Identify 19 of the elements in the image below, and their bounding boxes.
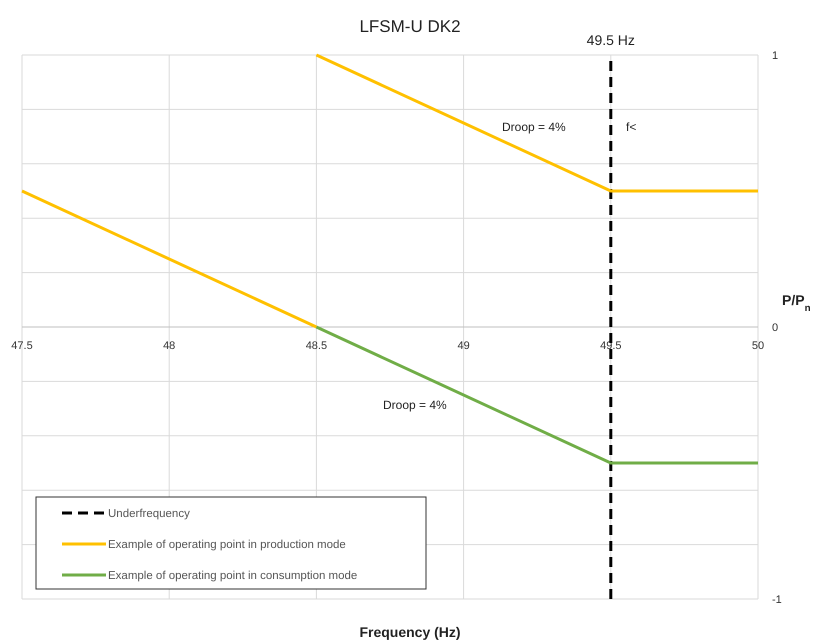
legend-label: Example of operating point in consumption mode (108, 570, 358, 582)
y-tick-label: 0 (772, 322, 778, 334)
y-axis-title: P/P$_{n}$ (782, 292, 811, 314)
annotation: Droop = 4% (383, 398, 448, 412)
y-tick-label: 1 (772, 50, 778, 62)
x-axis-title: Frequency (Hz) (359, 624, 461, 640)
x-tick-label: 50 (752, 340, 764, 352)
x-tick-label: 48.5 (306, 340, 328, 352)
x-tick-label: 49.5 (600, 340, 622, 352)
x-tick-label: 49 (457, 340, 470, 352)
legend-label: Example of operating point in production mode (108, 539, 346, 551)
x-tick-label: 47.5 (11, 340, 33, 352)
y-tick-label: -1 (772, 594, 782, 606)
legend-label: Underfrequency (108, 508, 190, 520)
x-tick-label: 48 (163, 340, 176, 352)
chart-title: LFSM-U DK2 (359, 17, 461, 36)
annotation: 49.5 Hz (586, 32, 635, 48)
annotation: f< (626, 120, 636, 134)
annotation: Droop = 4% (502, 120, 566, 134)
